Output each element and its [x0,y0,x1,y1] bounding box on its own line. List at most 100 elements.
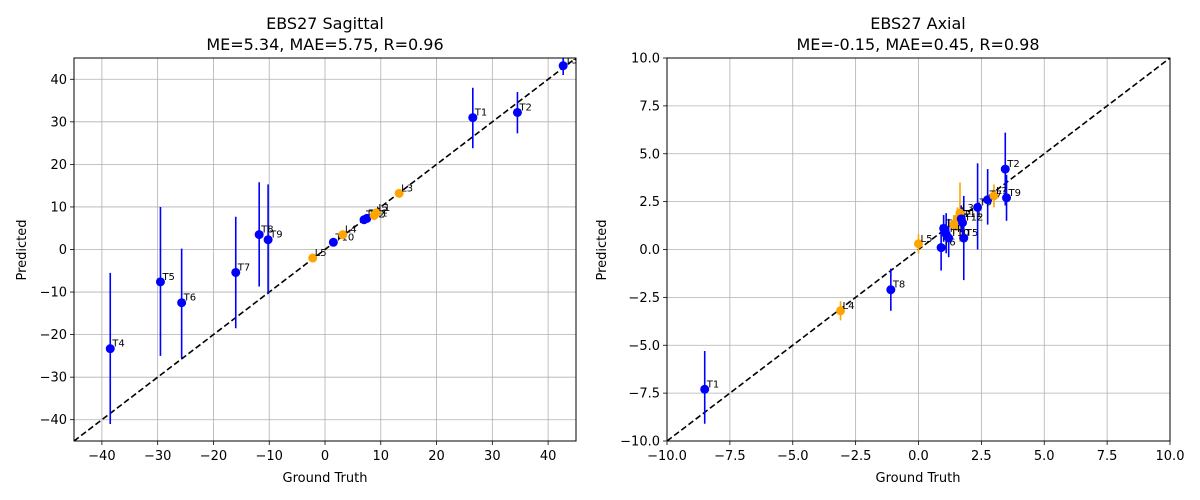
sagittal-data-point [254,230,264,240]
sagittal-x-tick-label: −40 [88,449,115,464]
axial-data-point [836,306,846,316]
sagittal-data-point [338,230,348,240]
sagittal-y-tick-label: 0 [59,243,67,258]
sagittal-y-tick-label: −20 [40,328,67,343]
axial-point-label: T5 [965,228,978,239]
sagittal-point-label: T7 [237,262,250,273]
axial-data-point [936,243,946,253]
sagittal-y-tick-label: −10 [40,286,67,301]
axial-y-ticks: −10.0 −7.5 −5.0 −2.5 0.0 2.5 5.0 7.5 10.0 [620,52,667,450]
sagittal-point-label: T8 [260,225,273,236]
sagittal-point-label: L2 [376,205,388,216]
sagittal-data-point [105,344,115,354]
sagittal-plot-area: T4T5T6T7T8T9L5T10L4T12T11L2L1L3T1T2T3 [73,56,577,442]
sagittal-y-tick-label: −30 [40,371,67,386]
axial-data-point [989,191,999,201]
sagittal-y-axis-label: Predicted [15,219,30,280]
sagittal-x-tick-label: 0 [321,449,329,464]
sagittal-point-label: T4 [111,339,124,350]
axial-y-tick-label: 2.5 [639,195,660,210]
sagittal-point-label: L4 [345,225,357,236]
axial-data-point [914,239,923,249]
axial-y-tick-label: 5.0 [639,147,660,162]
sagittal-x-ticks: −40 −30 −20 −10 0 10 20 30 40 [88,441,556,464]
axial-y-tick-label: −7.5 [628,387,660,402]
sagittal-data-point [558,61,568,71]
axial-point-label: T6 [942,238,955,249]
sagittal-data-point [362,213,372,223]
sagittal-point-label: T6 [183,293,196,304]
sagittal-y-tick-label: −40 [40,413,67,428]
sagittal-data-point [328,237,338,247]
axial-data-point [973,202,983,212]
axial-x-tick-label: 2.5 [971,449,992,464]
axial-x-tick-label: −10.0 [647,449,687,464]
sagittal-data-point [394,188,404,198]
axial-point-label: L2 [959,209,971,220]
axial-point-label: T11 [962,209,982,220]
axial-y-tick-label: 0.0 [639,243,660,258]
axial-data-point [1002,193,1012,203]
sagittal-data-point [155,277,165,287]
axial-y-tick-label: −2.5 [628,291,660,306]
axial-data-point [944,233,954,243]
sagittal-data-point [371,208,381,218]
axial-data-point [1000,164,1010,174]
axial-y-axis-label: Predicted [595,219,610,280]
sagittal-point-label: L5 [315,248,327,259]
axial-point-label: T10 [950,228,970,239]
sagittal-x-tick-label: 20 [428,449,445,464]
axial-title: EBS27 Axial [870,14,966,33]
sagittal-title: EBS27 Sagittal [266,14,384,33]
sagittal-x-tick-label: 10 [373,449,390,464]
axial-point-label: T1 [706,379,719,390]
axial-y-tick-label: −10.0 [620,435,660,450]
axial-point-label: T4 [947,224,960,235]
sagittal-y-tick-label: 20 [50,158,67,173]
sagittal-point-label: T3 [564,56,577,67]
sagittal-y-tick-label: 10 [50,200,67,215]
axial-data-point [700,384,710,394]
sagittal-y-ticks: −40 −30 −20 −10 0 10 20 30 40 [40,73,74,428]
sagittal-identity-line [74,58,576,441]
axial-x-axis-label: Ground Truth [876,471,961,486]
axial-x-tick-label: 0.0 [908,449,929,464]
axial-point-label: L4 [843,301,855,312]
sagittal-point-label: T1 [474,108,487,119]
sagittal-point-label: T9 [269,230,282,241]
sagittal-y-tick-label: 30 [50,115,67,130]
axial-data-point [958,218,968,228]
sagittal-x-tick-label: 40 [540,449,557,464]
sagittal-x-tick-label: −30 [144,449,171,464]
axial-subtitle: ME=-0.15, MAE=0.45, R=0.98 [796,35,1039,54]
axial-point-label: T2 [1006,159,1019,170]
sagittal-panel: EBS27 Sagittal ME=5.34, MAE=5.75, R=0.96… [15,14,577,486]
axial-panel: EBS27 Axial ME=-0.15, MAE=0.45, R=0.98 G… [595,14,1184,486]
sagittal-data-point [468,113,478,123]
axial-point-label: L3 [962,203,974,214]
axial-y-tick-label: −5.0 [628,339,660,354]
sagittal-point-label: T5 [161,272,174,283]
sagittal-x-tick-label: −10 [256,449,283,464]
axial-x-ticks: −10.0 −7.5 −5.0 −2.5 0.0 2.5 5.0 7.5 10.0 [647,441,1184,464]
sagittal-data-point [308,253,318,263]
sagittal-x-tick-label: 30 [484,449,501,464]
axial-data-point [886,285,896,295]
sagittal-data-point [263,235,273,245]
sagittal-point-label: L3 [401,183,413,194]
axial-point-label: L? [996,186,1007,197]
sagittal-y-tick-label: 40 [50,73,67,88]
axial-x-tick-label: 10.0 [1156,449,1185,464]
axial-point-label: T12 [964,213,984,224]
axial-x-tick-label: 5.0 [1034,449,1055,464]
sagittal-x-tick-label: −20 [200,449,227,464]
axial-y-tick-label: 10.0 [631,52,660,67]
sagittal-subtitle: ME=5.34, MAE=5.75, R=0.96 [206,35,443,54]
sagittal-point-label: T2 [518,102,531,113]
axial-data-point [959,233,969,243]
axial-x-tick-label: −2.5 [840,449,872,464]
axial-x-tick-label: 7.5 [1097,449,1118,464]
axial-plot-area: T1L4T8L5T6T3T4T10L1L2L3T11T12T5T9T7L?T2T… [666,57,1171,442]
axial-y-tick-label: 7.5 [639,99,660,114]
